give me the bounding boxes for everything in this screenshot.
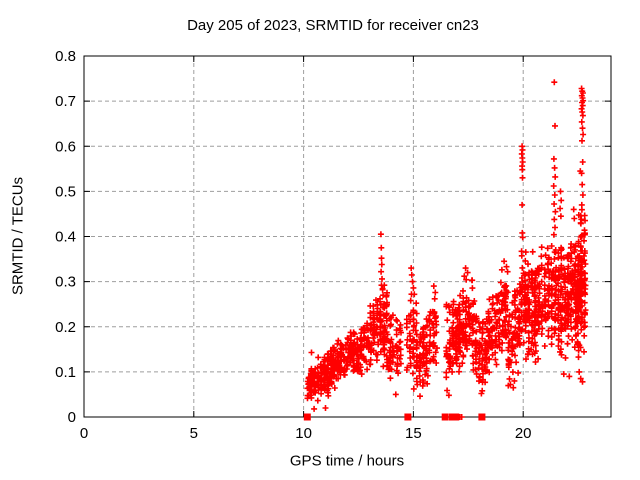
zero-square-marker xyxy=(441,413,449,421)
x-tick-label: 20 xyxy=(515,425,532,442)
y-tick-label: 0.4 xyxy=(55,229,76,246)
y-tick-label: 0.6 xyxy=(55,138,76,155)
y-tick-label: 0.2 xyxy=(55,319,76,336)
y-tick-label: 0.7 xyxy=(55,93,76,110)
y-tick-label: 0.3 xyxy=(55,274,76,291)
y-tick-label: 0 xyxy=(68,409,76,426)
x-tick-label: 15 xyxy=(405,425,422,442)
x-tick-label: 0 xyxy=(80,425,88,442)
zero-square-marker xyxy=(478,413,486,421)
zero-square-marker xyxy=(404,413,412,421)
x-tick-label: 5 xyxy=(190,425,198,442)
zero-square-marker xyxy=(303,413,311,421)
y-tick-label: 0.5 xyxy=(55,183,76,200)
scatter-points xyxy=(304,79,589,420)
chart-title: Day 205 of 2023, SRMTID for receiver cn2… xyxy=(187,17,479,34)
x-axis-title: GPS time / hours xyxy=(289,452,405,470)
y-tick-label: 0.8 xyxy=(55,48,76,65)
y-tick-label: 0.1 xyxy=(55,364,76,381)
zero-square-marker xyxy=(452,413,460,421)
x-tick-label: 10 xyxy=(295,425,312,442)
